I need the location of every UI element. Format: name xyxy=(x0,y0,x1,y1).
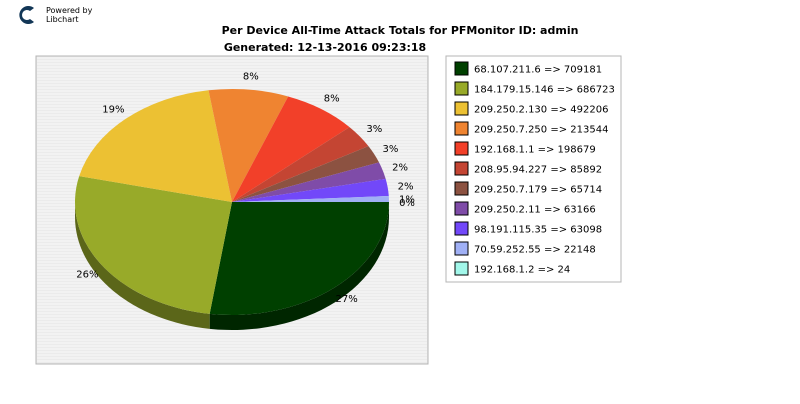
legend-swatch-2 xyxy=(455,102,468,115)
percent-label-7: 2% xyxy=(392,163,408,174)
powered-by-text: Powered by xyxy=(46,6,93,15)
legend-label-7: 209.250.2.11 => 63166 xyxy=(474,205,596,216)
percent-label-4: 8% xyxy=(324,94,340,105)
legend-label-6: 209.250.7.179 => 65714 xyxy=(474,185,602,196)
libchart-text: Libchart xyxy=(46,15,79,24)
legend-swatch-7 xyxy=(455,202,468,215)
legend-swatch-9 xyxy=(455,242,468,255)
legend-label-10: 192.168.1.2 => 24 xyxy=(474,265,570,276)
percent-label-3: 8% xyxy=(243,72,259,83)
percent-label-6: 3% xyxy=(383,144,399,155)
legend-label-9: 70.59.252.55 => 22148 xyxy=(474,245,596,256)
legend-label-0: 68.107.211.6 => 709181 xyxy=(474,65,602,76)
legend-swatch-0 xyxy=(455,62,468,75)
legend-label-3: 209.250.7.250 => 213544 xyxy=(474,125,608,136)
legend-swatch-10 xyxy=(455,262,468,275)
chart-title: Per Device All-Time Attack Totals for PF… xyxy=(222,24,579,37)
chart-subtitle: Generated: 12-13-2016 09:23:18 xyxy=(224,41,426,54)
legend-label-5: 208.95.94.227 => 85892 xyxy=(474,165,602,176)
legend-swatch-1 xyxy=(455,82,468,95)
libchart-logo xyxy=(14,6,36,24)
legend-label-4: 192.168.1.1 => 198679 xyxy=(474,145,596,156)
percent-label-2: 19% xyxy=(102,105,124,116)
percent-label-0: 27% xyxy=(335,294,357,305)
legend-label-1: 184.179.15.146 => 686723 xyxy=(474,85,615,96)
legend: 68.107.211.6 => 709181 184.179.15.146 => … xyxy=(446,56,621,282)
legend-swatch-3 xyxy=(455,122,468,135)
legend-label-2: 209.250.2.130 => 492206 xyxy=(474,105,608,116)
legend-label-8: 98.191.115.35 => 63098 xyxy=(474,225,602,236)
legend-swatch-4 xyxy=(455,142,468,155)
percent-label-1: 26% xyxy=(76,270,98,281)
percent-label-10: 0% xyxy=(399,198,415,209)
percent-label-5: 3% xyxy=(366,124,382,135)
percent-label-8: 2% xyxy=(398,182,414,193)
legend-swatch-8 xyxy=(455,222,468,235)
legend-swatch-5 xyxy=(455,162,468,175)
legend-swatch-6 xyxy=(455,182,468,195)
